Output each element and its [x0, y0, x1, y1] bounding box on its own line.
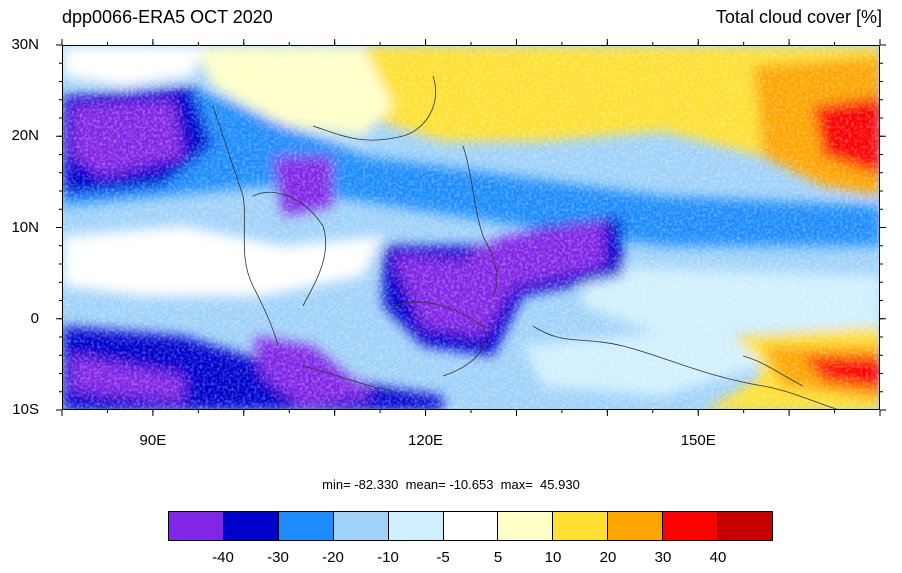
colorbar-label: -10 — [377, 549, 399, 566]
colorbar-box — [608, 512, 664, 540]
colorbar-box — [663, 512, 719, 540]
colorbar-label: -30 — [267, 549, 289, 566]
colorbar-label: 30 — [654, 549, 672, 566]
colorbar-box — [223, 512, 279, 540]
statistics-text: min= -82.330 mean= -10.653 max= 45.930 — [322, 477, 580, 492]
colorbar-box — [718, 512, 772, 540]
x-tick-label: 90E — [139, 432, 167, 449]
colorbar-label: -5 — [436, 549, 450, 566]
y-tick-label: 0 — [30, 309, 39, 327]
map-panel — [62, 45, 880, 410]
colorbar-box — [388, 512, 444, 540]
colorbar-box — [169, 512, 224, 540]
colorbar-box — [553, 512, 609, 540]
colorbar-label: 20 — [599, 549, 617, 566]
colorbar-box — [278, 512, 334, 540]
y-tick-label: 10N — [11, 218, 39, 236]
colorbar-box — [333, 512, 389, 540]
colorbar-label: 40 — [709, 549, 727, 566]
y-tick-label: 20N — [11, 127, 39, 145]
x-tick-label: 150E — [680, 432, 716, 449]
colorbar — [168, 511, 773, 541]
y-tick-label: 30N — [11, 36, 39, 53]
colorbar-label: -20 — [322, 549, 344, 566]
colorbar-label: 5 — [493, 549, 503, 566]
colorbar-label: 10 — [544, 549, 562, 566]
variable-title: Total cloud cover [%] — [715, 7, 882, 27]
map-field — [63, 46, 879, 409]
colorbar-label: -40 — [212, 549, 234, 566]
map-title: dpp0066-ERA5 OCT 2020 — [62, 7, 273, 27]
y-tick-label: 10S — [12, 401, 39, 418]
x-tick-label: 120E — [408, 432, 444, 449]
colorbar-box — [443, 512, 499, 540]
colorbar-box — [498, 512, 554, 540]
